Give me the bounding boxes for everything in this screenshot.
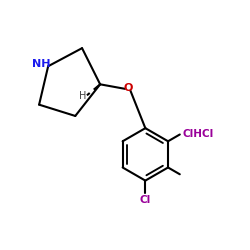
Text: O: O — [124, 83, 133, 93]
Text: H: H — [79, 91, 86, 101]
Text: ClHCl: ClHCl — [182, 130, 213, 140]
Text: NH: NH — [32, 59, 51, 69]
Text: Cl: Cl — [140, 194, 151, 204]
